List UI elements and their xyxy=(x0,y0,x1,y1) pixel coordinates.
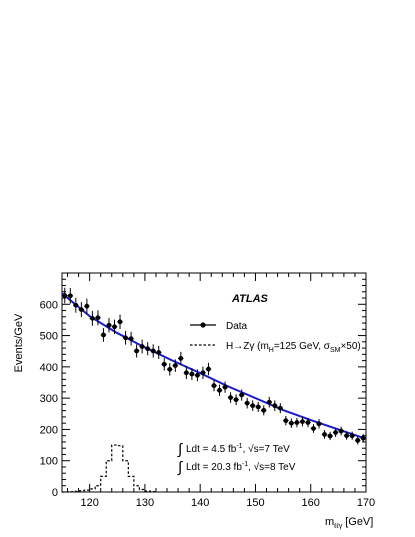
fit-curve-layer xyxy=(61,292,367,440)
data-point xyxy=(322,432,327,437)
data-points-layer xyxy=(62,287,366,445)
data-point xyxy=(101,332,106,338)
y-tick-label: 500 xyxy=(40,331,58,343)
data-point xyxy=(178,356,184,361)
y-tick-label: 600 xyxy=(40,299,58,311)
data-point xyxy=(288,420,294,426)
data-point xyxy=(73,302,79,308)
data-point xyxy=(277,405,283,411)
data-point xyxy=(84,303,90,309)
data-point xyxy=(305,420,311,425)
data-point xyxy=(78,307,84,313)
data-point xyxy=(172,363,178,369)
data-point xyxy=(128,336,134,342)
lumi-line-8tev: Ldt = 20.3 fb-1, √s=8 TeV xyxy=(186,461,296,473)
data-point xyxy=(316,421,322,427)
x-tick-label: 160 xyxy=(302,497,320,509)
data-point xyxy=(117,319,123,325)
x-tick-label: 120 xyxy=(80,497,98,509)
y-tick-label: 400 xyxy=(40,362,58,374)
y-axis: 0 100 200 300 400 500 600 xyxy=(40,272,366,499)
signal-step-line xyxy=(62,444,156,493)
data-point xyxy=(272,403,278,409)
data-point xyxy=(150,348,156,354)
y-tick-label: 200 xyxy=(40,424,58,436)
legend-signal-label: H→Zγ (mH=125 GeV, σSM×50) xyxy=(226,341,361,354)
data-point xyxy=(183,370,189,376)
fit-curve xyxy=(61,292,367,440)
data-point xyxy=(167,366,173,372)
data-point xyxy=(327,433,333,439)
x-axis: 120 130 140 150 160 170 xyxy=(67,273,375,509)
data-point xyxy=(311,426,316,431)
legend: Data H→Zγ (mH=125 GeV, σSM×50) xyxy=(190,321,361,354)
data-point xyxy=(349,433,355,439)
data-point xyxy=(261,407,267,413)
legend-data-marker xyxy=(200,322,206,328)
x-axis-title: mℓℓγ [GeV] xyxy=(325,516,373,530)
x-tick-label: 150 xyxy=(246,497,264,509)
data-point xyxy=(161,361,167,367)
data-point xyxy=(145,346,151,352)
data-point xyxy=(200,370,206,376)
integral-sign-2: ∫ xyxy=(177,459,184,476)
x-tick-label: 170 xyxy=(357,497,375,509)
data-point xyxy=(360,435,366,441)
data-point xyxy=(338,428,344,434)
data-point xyxy=(344,433,350,439)
data-point xyxy=(239,392,245,398)
data-point xyxy=(222,384,228,390)
data-point xyxy=(139,344,145,349)
data-point xyxy=(195,372,200,378)
y-tick-label: 0 xyxy=(52,487,58,499)
y-axis-title: Events/GeV xyxy=(13,313,25,372)
data-point xyxy=(106,322,112,328)
data-point xyxy=(233,397,239,403)
data-point xyxy=(134,348,140,354)
data-point xyxy=(333,430,338,435)
data-point xyxy=(62,293,68,298)
data-point xyxy=(300,419,305,425)
integral-sign-1: ∫ xyxy=(177,441,184,458)
data-point xyxy=(123,335,128,341)
data-point xyxy=(283,418,289,424)
lumi-annotation: ∫ Ldt = 4.5 fb-1, √s=7 TeV ∫ Ldt = 20.3 … xyxy=(177,441,296,476)
data-point xyxy=(217,387,222,393)
data-point xyxy=(95,315,101,321)
legend-data-label: Data xyxy=(226,321,248,332)
data-point xyxy=(250,403,256,409)
signal-histogram xyxy=(62,444,156,493)
data-point xyxy=(244,400,250,406)
data-point xyxy=(255,404,261,410)
y-tick-label: 100 xyxy=(40,456,58,468)
x-tick-label: 130 xyxy=(136,497,154,509)
lumi-line-7tev: Ldt = 4.5 fb-1, √s=7 TeV xyxy=(186,443,290,455)
data-point xyxy=(266,399,272,405)
x-tick-label: 140 xyxy=(191,497,209,509)
data-point xyxy=(189,371,195,377)
data-point xyxy=(228,395,233,400)
data-point xyxy=(90,315,95,321)
experiment-label: ATLAS xyxy=(231,293,269,305)
data-point xyxy=(206,366,211,372)
data-point xyxy=(112,324,117,330)
data-point xyxy=(156,350,162,355)
data-point xyxy=(355,437,361,443)
y-tick-label: 300 xyxy=(40,393,58,405)
data-point xyxy=(294,420,300,425)
plot-frame xyxy=(61,272,367,493)
data-point xyxy=(67,293,73,299)
data-point xyxy=(211,383,217,389)
